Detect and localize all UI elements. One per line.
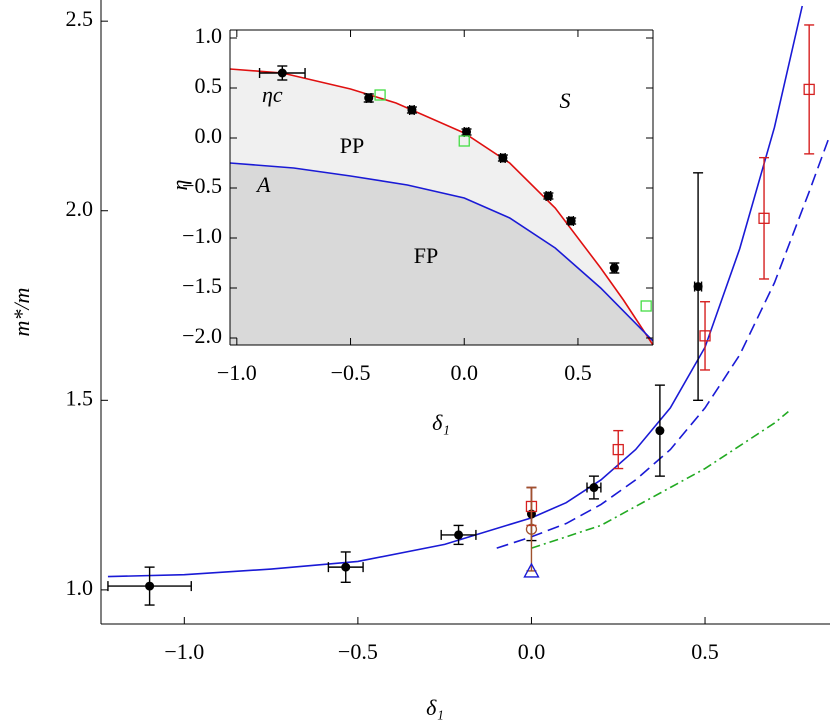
region-label: FP bbox=[414, 243, 438, 268]
point bbox=[803, 83, 815, 96]
plot-area bbox=[107, 5, 830, 578]
curve-label: ηc bbox=[262, 82, 283, 107]
y-axis-label: m*/m bbox=[9, 288, 34, 337]
curve-label: A bbox=[255, 172, 271, 197]
region-label: S bbox=[560, 88, 571, 113]
curve bbox=[496, 134, 830, 549]
point bbox=[758, 212, 770, 224]
curve bbox=[230, 68, 653, 345]
point bbox=[462, 127, 472, 137]
main-plot: −1.0 −0.5 0.0 0.5 1.0 1.5 2.0 2.5 bbox=[66, 0, 830, 664]
x-axis-label: δ₁ bbox=[432, 410, 450, 435]
point bbox=[374, 89, 386, 101]
x-tick-label: 0.5 bbox=[691, 639, 719, 664]
region-label: PP bbox=[340, 133, 364, 158]
inset-plot: −1.0 −0.5 0.0 0.5 1.0 0.5 0.0 −0.5 −1.0 −1.5 −2.0 δ… bbox=[167, 23, 654, 435]
point bbox=[655, 426, 665, 436]
point bbox=[341, 562, 351, 572]
point bbox=[693, 282, 703, 292]
x-tick-label: 0.0 bbox=[518, 639, 546, 664]
x-tick-label: −1.0 bbox=[164, 639, 204, 664]
point bbox=[454, 530, 464, 540]
y-tick-label: 0.5 bbox=[195, 73, 223, 98]
x-axis-label: δ₁ bbox=[426, 695, 444, 720]
point bbox=[525, 523, 538, 535]
point bbox=[523, 562, 540, 578]
y-tick-label: 1.0 bbox=[66, 575, 94, 600]
y-tick-label: −1.0 bbox=[182, 223, 222, 248]
point bbox=[589, 483, 599, 493]
x-tick-label: −1.0 bbox=[217, 360, 257, 385]
x-tick-label: −0.5 bbox=[331, 360, 371, 385]
point bbox=[145, 581, 155, 591]
curve bbox=[230, 162, 653, 342]
x-tick-label: 0.0 bbox=[450, 360, 478, 385]
y-tick-label: 2.5 bbox=[66, 6, 94, 31]
point bbox=[609, 263, 619, 273]
point bbox=[640, 300, 652, 312]
point bbox=[407, 105, 417, 115]
region-fp bbox=[230, 163, 653, 345]
y-tick-label: −2.0 bbox=[182, 323, 222, 348]
y-tick-label: 1.0 bbox=[195, 23, 223, 48]
point bbox=[498, 153, 508, 163]
y-tick-label: 2.0 bbox=[66, 196, 94, 221]
point bbox=[566, 216, 576, 226]
x-tick-label: 0.5 bbox=[564, 360, 592, 385]
point bbox=[699, 330, 711, 342]
point bbox=[543, 191, 553, 201]
point bbox=[364, 93, 374, 103]
region-pp bbox=[230, 69, 653, 345]
x-tick-label: −0.5 bbox=[338, 639, 378, 664]
y-tick-label: 0.0 bbox=[195, 123, 223, 148]
y-tick-label: 1.5 bbox=[66, 385, 94, 410]
point bbox=[612, 443, 624, 456]
y-tick-label: −0.5 bbox=[182, 173, 222, 198]
point bbox=[277, 68, 287, 78]
plot-area bbox=[230, 68, 653, 345]
point bbox=[458, 135, 470, 147]
curve bbox=[107, 5, 804, 578]
y-tick-label: −1.5 bbox=[182, 273, 222, 298]
y-axis-label: η bbox=[167, 180, 192, 191]
curve bbox=[531, 411, 789, 549]
